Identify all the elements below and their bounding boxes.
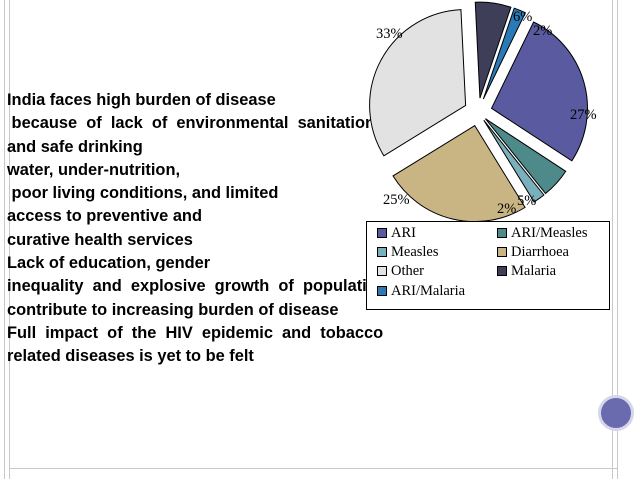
legend-item: ARI	[377, 225, 416, 242]
legend-label: Malaria	[511, 263, 557, 279]
pie-label: 33%	[376, 26, 403, 42]
legend-label: ARI/Malaria	[391, 283, 466, 299]
pie-label: 25%	[383, 192, 410, 208]
legend-item: Malaria	[497, 263, 556, 280]
legend-label: ARI/Measles	[511, 225, 588, 241]
legend-swatch	[377, 265, 387, 276]
legend-label: Diarrhoea	[511, 244, 569, 260]
legend-swatch	[377, 227, 387, 238]
text-line: poor living conditions, and limited	[7, 184, 279, 203]
pie-slice-diarrhoea	[392, 124, 526, 223]
text-line: water, under-nutrition,	[7, 160, 181, 179]
pie-slices	[369, 1, 588, 223]
right-border-line-inner	[612, 0, 613, 479]
left-border-line-inner	[9, 0, 10, 479]
text-line: contribute to increasing burden of disea…	[7, 300, 339, 319]
legend-label: Other	[391, 263, 425, 279]
legend-swatch	[497, 227, 507, 238]
legend-item: ARI/Malaria	[377, 283, 465, 300]
decorative-circle	[598, 395, 634, 431]
text-line: curative health services	[7, 230, 193, 249]
legend-item: Other	[377, 263, 424, 280]
legend-swatch	[377, 285, 387, 296]
pie-slice-malaria	[474, 1, 512, 99]
legend-item: Measles	[377, 244, 439, 261]
text-line: Full impact of the HIV epidemic and toba…	[7, 323, 384, 342]
pie-label: 27%	[570, 107, 597, 123]
bottom-border-line	[9, 468, 618, 469]
text-line: inequality and explosive growth of popul…	[7, 277, 387, 296]
legend-item: Diarrhoea	[497, 244, 569, 261]
right-border-line	[617, 0, 618, 479]
left-border-line	[4, 0, 5, 479]
text-line: related diseases is yet to be felt	[7, 347, 254, 366]
text-line: because of lack of environmental sanitat…	[7, 114, 375, 133]
chart-legend: ARI ARI/Measles Measles Diarrhoea Other Malar…	[366, 221, 610, 310]
text-line: access to preventive and	[7, 207, 202, 226]
pie-label: 5%	[517, 193, 536, 209]
pie-label: 2%	[497, 201, 516, 217]
legend-swatch	[497, 265, 507, 276]
pie-labels: 27%5%2%25%33%6%2%	[376, 9, 597, 217]
pie-label: 6%	[513, 9, 532, 25]
body-text: India faces high burden of disease becau…	[7, 89, 450, 369]
legend-swatch	[497, 246, 507, 257]
legend-label: ARI	[391, 225, 416, 241]
pie-slice-ari-malaria	[482, 7, 527, 100]
legend-label: Measles	[391, 244, 439, 260]
pie-slice-other	[369, 9, 467, 157]
pie-slice-ari-measles	[485, 118, 567, 195]
text-line: and safe drinking	[7, 137, 143, 156]
legend-swatch	[377, 246, 387, 257]
text-line: India faces high burden of disease	[7, 91, 276, 109]
legend-item: ARI/Measles	[497, 225, 588, 242]
pie-slice-ari	[490, 21, 588, 162]
text-line: Lack of education, gender	[7, 254, 211, 273]
pie-slice-measles	[483, 119, 545, 203]
pie-label: 2%	[533, 23, 552, 39]
